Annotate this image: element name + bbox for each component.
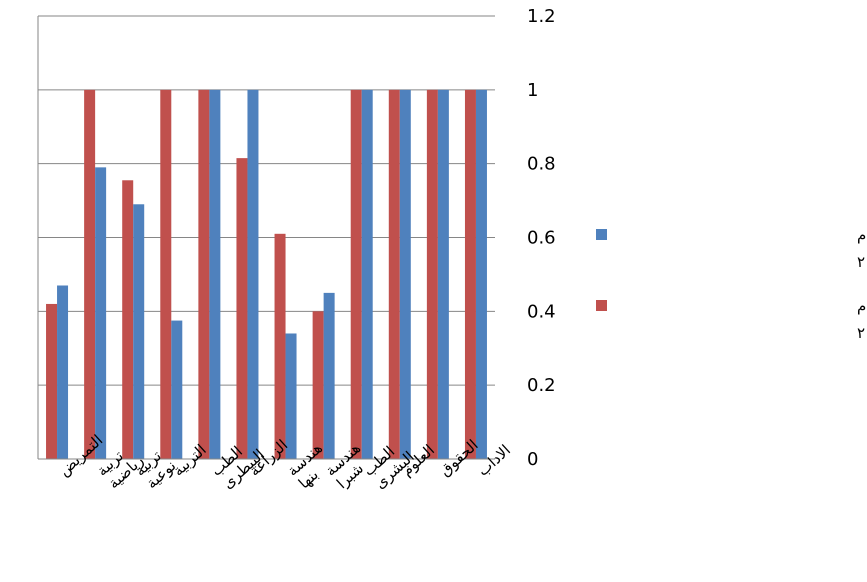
bar-2016 bbox=[122, 180, 134, 459]
y-tick-label: 0.6 bbox=[527, 228, 556, 249]
y-tick-label: 1.2 bbox=[527, 6, 556, 27]
bar-2016 bbox=[46, 303, 58, 459]
y-tick-labels: 0 0.2 0.4 0.6 0.8 1 1.2 bbox=[527, 6, 556, 470]
bar-2015 bbox=[247, 89, 259, 459]
legend: الكفاءة الفنية لنموذج BCC لعام ٢٠١٥ الكفاء… bbox=[596, 226, 867, 342]
bar-2016 bbox=[84, 89, 96, 459]
bar-2015 bbox=[285, 333, 297, 459]
bar-2015 bbox=[209, 89, 221, 459]
y-tick-label: 0.4 bbox=[527, 301, 556, 322]
bars bbox=[46, 89, 487, 460]
bar-2015 bbox=[475, 89, 487, 459]
bar-2015 bbox=[57, 285, 69, 459]
bar-2015 bbox=[323, 292, 335, 459]
legend-swatch bbox=[596, 300, 607, 311]
bar-2016 bbox=[236, 158, 248, 460]
bar-2015 bbox=[399, 89, 411, 459]
gridlines bbox=[37, 15, 495, 459]
y-tick-label: 0.2 bbox=[527, 375, 556, 396]
legend-label-year: ٢٠١٦ bbox=[857, 324, 867, 342]
bar-2016 bbox=[464, 89, 476, 459]
bar-2016 bbox=[350, 89, 362, 459]
bar-2015 bbox=[361, 89, 373, 459]
y-tick-label: 0 bbox=[527, 449, 538, 470]
bar-2016 bbox=[312, 311, 324, 459]
bar-2016 bbox=[388, 89, 400, 459]
legend-label: الكفاءة الفنية لنموذج BCC لعام bbox=[857, 297, 867, 316]
legend-swatch bbox=[596, 229, 607, 240]
y-tick-label: 1 bbox=[527, 80, 538, 101]
bar-2015 bbox=[437, 89, 449, 459]
bar-2016 bbox=[274, 233, 286, 459]
bar-2016 bbox=[426, 89, 438, 459]
bar-2016 bbox=[160, 89, 172, 459]
y-tick-label: 0.8 bbox=[527, 154, 556, 175]
bar-2015 bbox=[95, 167, 107, 459]
legend-label: الكفاءة الفنية لنموذج BCC لعام bbox=[857, 226, 867, 245]
bar-2015 bbox=[171, 320, 183, 459]
bar-2016 bbox=[198, 89, 210, 459]
bar-2015 bbox=[133, 204, 145, 459]
legend-label-year: ٢٠١٥ bbox=[857, 253, 867, 271]
